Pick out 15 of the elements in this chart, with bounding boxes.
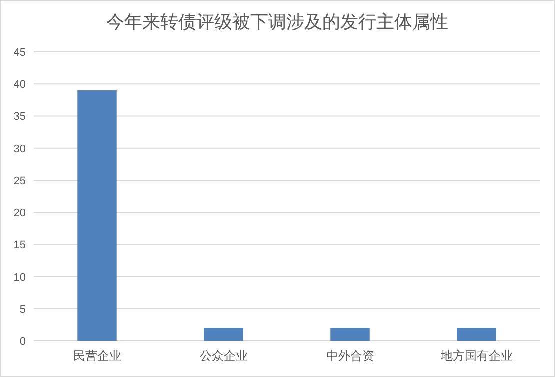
y-tick-label: 30 xyxy=(14,143,26,156)
y-tick-label: 20 xyxy=(14,208,26,220)
x-tick-label: 地方国有企业 xyxy=(440,349,513,363)
y-tick-label: 40 xyxy=(14,79,26,92)
y-tick-label: 5 xyxy=(20,304,26,316)
x-tick-label: 中外合资 xyxy=(326,349,374,363)
x-tick-label: 民营企业 xyxy=(73,349,122,363)
y-tick-label: 45 xyxy=(14,47,26,59)
y-tick-label: 35 xyxy=(14,111,26,124)
y-tick-label: 0 xyxy=(20,336,26,348)
y-tick-label: 25 xyxy=(14,175,26,188)
chart-title: 今年来转债评级被下调涉及的发行主体属性 xyxy=(106,12,448,32)
y-tick-label: 10 xyxy=(14,272,26,284)
x-tick-label: 公众企业 xyxy=(200,349,248,363)
y-tick-label: 15 xyxy=(14,240,26,252)
